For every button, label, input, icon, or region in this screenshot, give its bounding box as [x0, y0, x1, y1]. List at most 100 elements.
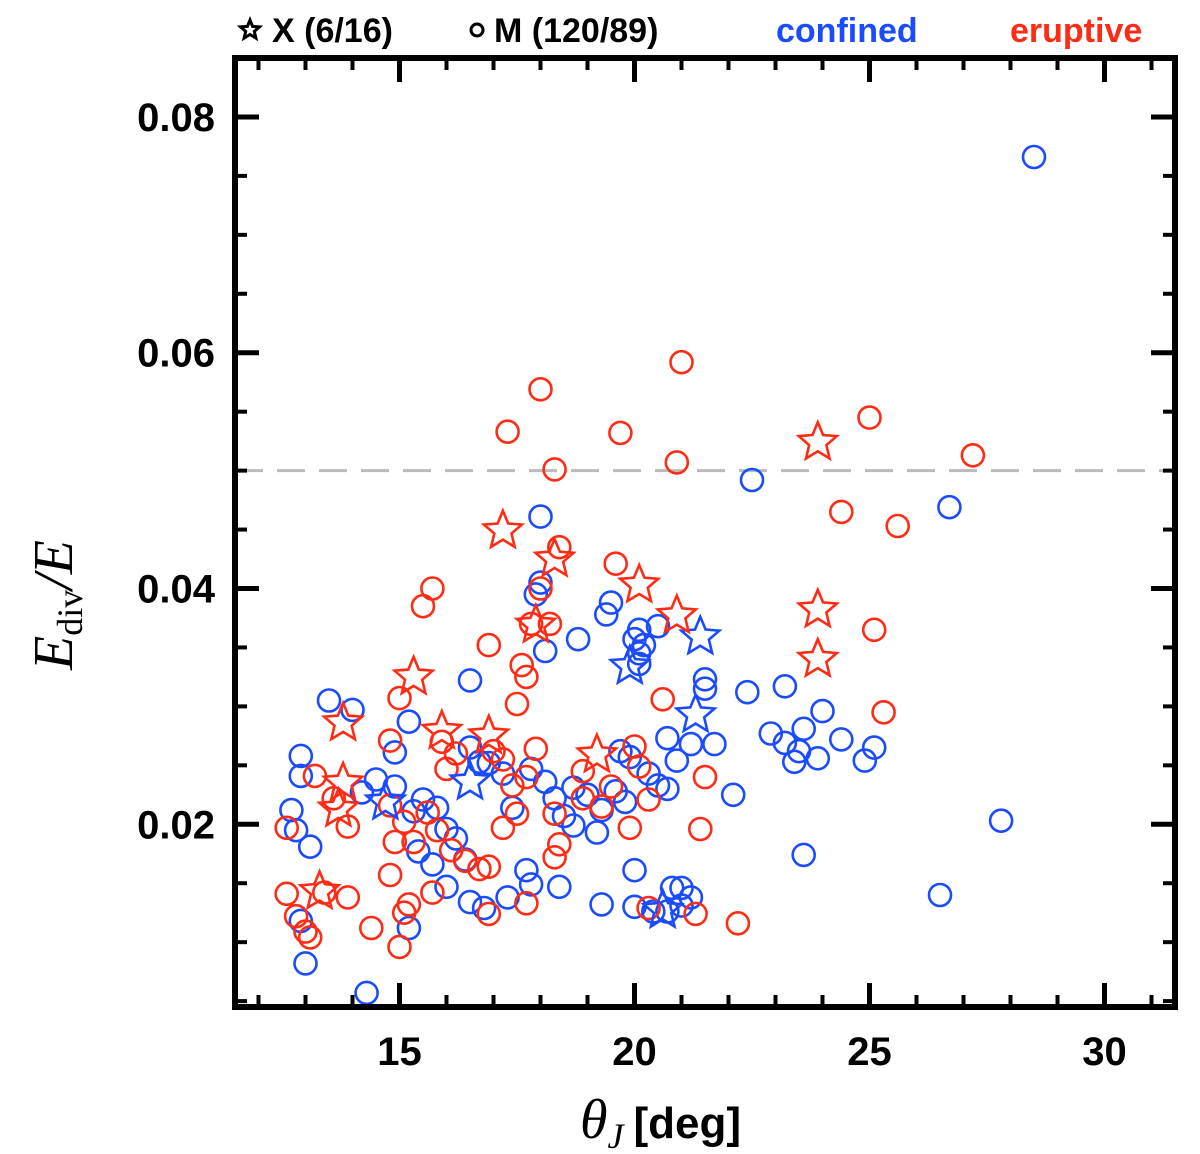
circle-marker	[655, 776, 680, 802]
circle-marker	[636, 895, 661, 921]
circle-marker	[702, 731, 727, 757]
circle-marker	[546, 534, 572, 560]
star-marker	[532, 535, 577, 578]
circle-marker	[937, 494, 962, 520]
star-marker	[391, 653, 436, 696]
circle-marker	[434, 874, 459, 900]
star-marker	[795, 418, 840, 462]
circle-marker	[598, 774, 624, 799]
circle-marker	[349, 780, 375, 805]
legend-star-marker	[236, 16, 264, 42]
y-axis-title: Ediv/E	[23, 540, 90, 671]
circle-marker	[401, 829, 426, 855]
circle-marker	[542, 801, 567, 827]
circle-marker	[861, 617, 887, 643]
circle-marker	[387, 934, 412, 960]
circle-marker	[927, 882, 953, 908]
circle-marker	[495, 419, 520, 445]
star-marker	[480, 507, 526, 550]
circle-marker	[692, 666, 718, 692]
x-tick-label: 15	[377, 1030, 422, 1074]
circle-marker	[283, 817, 309, 843]
star-marker	[320, 699, 366, 742]
circle-marker	[542, 457, 567, 482]
circle-marker	[828, 499, 854, 525]
circle-marker	[669, 875, 694, 901]
star-marker	[795, 635, 840, 679]
circle-marker	[297, 925, 323, 950]
circle-marker	[603, 551, 629, 577]
circle-marker	[514, 890, 539, 916]
circle-marker	[593, 602, 619, 627]
star-marker	[513, 601, 559, 644]
circle-marker	[471, 895, 497, 921]
circle-marker	[420, 852, 445, 877]
circle-marker	[622, 857, 647, 883]
circle-marker	[645, 613, 671, 639]
circle-marker	[561, 813, 586, 838]
circle-marker	[528, 376, 553, 402]
circle-marker	[457, 889, 483, 915]
circle-marker	[584, 820, 610, 845]
circle-marker	[537, 611, 563, 637]
circle-marker	[377, 728, 403, 753]
y-tick-label: 0.06	[137, 332, 215, 376]
circle-marker	[988, 808, 1014, 834]
circle-marker	[274, 815, 300, 841]
circle-marker	[293, 951, 318, 976]
circle-marker	[565, 626, 591, 652]
circle-marker	[546, 831, 572, 857]
circle-marker	[589, 794, 614, 819]
circle-marker	[960, 442, 986, 468]
circle-marker	[382, 829, 408, 855]
star-marker	[316, 785, 361, 828]
circle-marker	[354, 980, 379, 1006]
circle-marker	[476, 632, 502, 658]
circle-marker	[781, 749, 807, 775]
x-tick-label: 20	[612, 1030, 657, 1074]
circle-marker	[861, 735, 887, 760]
axis-ticks	[235, 58, 1175, 1007]
circle-marker	[490, 815, 516, 841]
circle-marker	[518, 756, 544, 782]
y-tick-label: 0.04	[137, 567, 216, 611]
axis-tick-labels: 15 20 25 30 0.02 0.04 0.06 0.08	[137, 96, 1127, 1074]
circle-marker	[772, 673, 798, 699]
circle-marker	[598, 590, 624, 615]
circle-marker	[528, 576, 553, 601]
circle-marker	[687, 816, 713, 842]
legend-confined-label: confined	[776, 12, 918, 50]
circle-marker	[532, 638, 558, 664]
circle-marker	[791, 716, 817, 742]
circle-marker	[551, 803, 577, 829]
star-marker	[607, 642, 652, 686]
circle-marker	[528, 570, 553, 595]
star-marker	[616, 561, 662, 604]
circle-marker	[683, 901, 708, 927]
circle-marker	[678, 731, 704, 757]
circle-marker	[664, 748, 690, 773]
star-marker	[795, 586, 840, 629]
circle-marker	[626, 754, 652, 779]
star-marker	[574, 731, 620, 774]
star-marker	[447, 758, 493, 801]
circle-marker	[640, 899, 666, 924]
legend-eruptive-label: eruptive	[1010, 12, 1142, 50]
legend: X (6/16) M (120/89) confined eruptive	[236, 12, 1142, 50]
star-marker	[466, 712, 512, 755]
circle-marker	[396, 709, 422, 735]
circle-marker	[288, 743, 314, 769]
circle-marker	[612, 789, 638, 815]
circle-marker	[669, 893, 694, 918]
star-marker	[654, 592, 699, 635]
star-marker	[363, 778, 408, 821]
circle-marker	[617, 744, 643, 770]
legend-circle-marker	[469, 22, 485, 38]
circle-marker	[396, 892, 422, 917]
circle-marker	[410, 787, 436, 812]
circle-marker	[692, 676, 718, 702]
circle-marker	[509, 652, 535, 678]
circle-marker	[734, 679, 760, 705]
circle-marker	[720, 782, 746, 808]
circle-marker	[725, 910, 751, 936]
